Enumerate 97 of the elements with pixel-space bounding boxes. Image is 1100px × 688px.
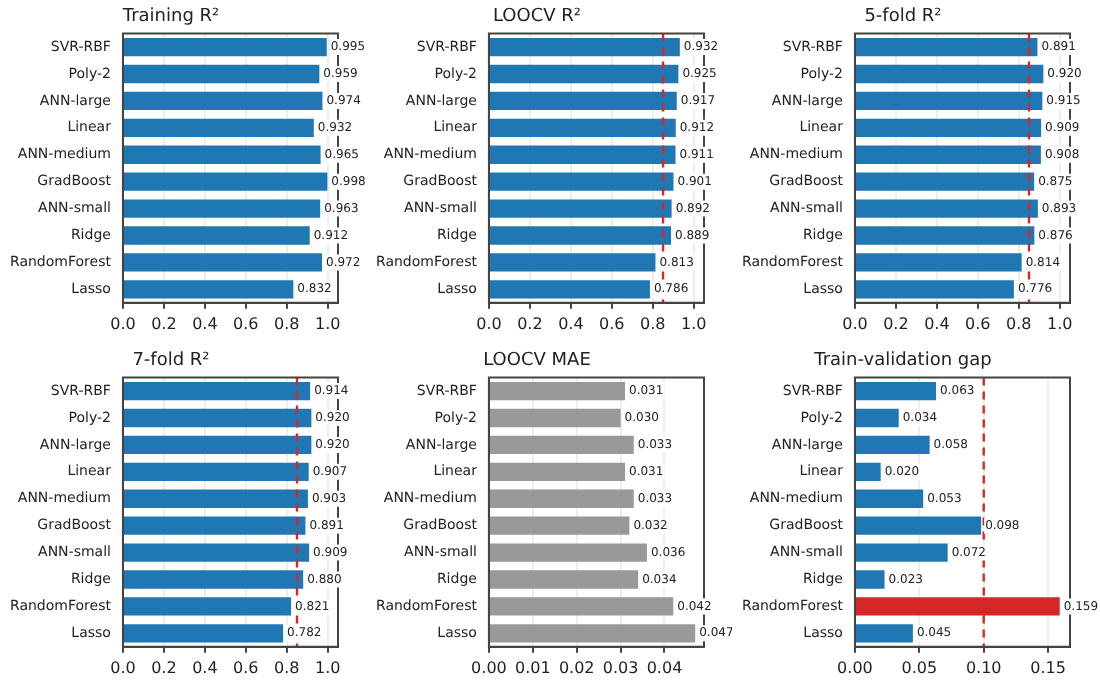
bar: [123, 280, 294, 299]
bar: [855, 172, 1035, 191]
bar: [489, 91, 677, 111]
x-tick-label: 1.0: [315, 658, 341, 677]
bar: [489, 597, 674, 616]
bar: [123, 226, 310, 245]
x-tick-label: 0.6: [233, 314, 259, 333]
bar: [489, 118, 676, 137]
bar: [123, 37, 327, 57]
x-tick-label: 0.15: [1030, 658, 1066, 677]
bar: [855, 199, 1038, 218]
bar: [855, 118, 1042, 137]
x-tick-label: 0.2: [151, 314, 177, 333]
bar: [855, 489, 924, 508]
x-tick-label: 0.4: [924, 314, 950, 333]
bar: [123, 91, 323, 111]
bar: [855, 280, 1014, 299]
chart-title: Train-validation gap: [812, 351, 993, 372]
x-tick-label: 0.0: [110, 658, 136, 677]
chart-title: 5-fold R²: [864, 7, 943, 28]
x-tick-label: 0.00: [471, 658, 507, 677]
bar: [123, 516, 306, 535]
x-tick-label: 0.8: [640, 314, 666, 333]
x-tick-label: 0.4: [558, 314, 584, 333]
bar: [855, 624, 913, 643]
x-tick-label: 0.8: [274, 314, 300, 333]
bar: [855, 226, 1035, 245]
bar: [489, 543, 647, 562]
bar: [489, 408, 621, 428]
x-tick-label: 1.0: [1047, 314, 1073, 333]
bar: [855, 91, 1043, 111]
bar: [855, 543, 948, 562]
bar: [489, 37, 680, 57]
bar: [855, 253, 1022, 272]
bar: [123, 64, 320, 84]
chart-title: LOOCV MAE: [483, 351, 592, 372]
x-tick-label: 0.10: [965, 658, 1002, 677]
x-tick-label: 0.0: [476, 314, 502, 333]
bar: [489, 462, 625, 481]
bar: [855, 64, 1044, 84]
x-tick-label: 0.03: [602, 658, 639, 677]
bar: [123, 253, 323, 272]
bar: [123, 489, 308, 508]
x-tick-label: 0.02: [558, 658, 595, 677]
x-tick-label: 1.0: [681, 314, 707, 333]
chart-title: LOOCV R²: [492, 7, 582, 28]
chart-title: Training R²: [120, 7, 221, 28]
bar: [123, 172, 328, 191]
bar: [489, 199, 672, 218]
x-tick-label: 0.8: [274, 658, 300, 677]
bar: [855, 145, 1041, 164]
bar: [489, 624, 696, 643]
bar: [489, 253, 656, 272]
x-tick-label: 0.2: [883, 314, 909, 333]
bar: [855, 408, 899, 428]
bar: [855, 570, 885, 589]
bar: [489, 145, 676, 164]
bar: [855, 516, 982, 535]
bar: [123, 145, 321, 164]
x-tick-label: 1.0: [315, 314, 341, 333]
x-tick-label: 0.04: [646, 658, 683, 677]
bar: [855, 37, 1038, 57]
x-tick-label: 0.01: [515, 658, 551, 677]
x-tick-label: 0.00: [837, 658, 873, 677]
x-tick-label: 0.8: [1006, 314, 1032, 333]
x-tick-label: 0.6: [233, 658, 259, 677]
bar: [855, 381, 937, 401]
bar: [489, 64, 679, 84]
bar: [123, 462, 309, 481]
bar: [489, 226, 672, 245]
bar: [123, 118, 314, 137]
x-tick-label: 0.6: [599, 314, 625, 333]
bar: [489, 489, 634, 508]
bar: [855, 435, 930, 455]
x-tick-label: 0.6: [965, 314, 991, 333]
x-tick-label: 0.2: [517, 314, 543, 333]
bar: [123, 543, 310, 562]
bar: [489, 381, 625, 401]
bar: [123, 570, 304, 589]
bar: [123, 408, 312, 428]
bar: [489, 435, 634, 455]
chart-title: 7-fold R²: [132, 351, 211, 372]
bar: [123, 381, 311, 401]
bar: [855, 462, 881, 481]
x-tick-label: 0.4: [192, 658, 218, 677]
bar: [489, 570, 639, 589]
x-tick-label: 0.05: [901, 658, 938, 677]
bar: [123, 199, 321, 218]
x-tick-label: 0.0: [842, 314, 868, 333]
x-tick-label: 0.2: [151, 658, 177, 677]
bar: [489, 280, 650, 299]
bar: [123, 597, 292, 616]
bar: [489, 516, 630, 535]
bar: [123, 435, 312, 455]
x-tick-label: 0.0: [110, 314, 136, 333]
bar: [489, 172, 674, 191]
x-tick-label: 0.4: [192, 314, 218, 333]
